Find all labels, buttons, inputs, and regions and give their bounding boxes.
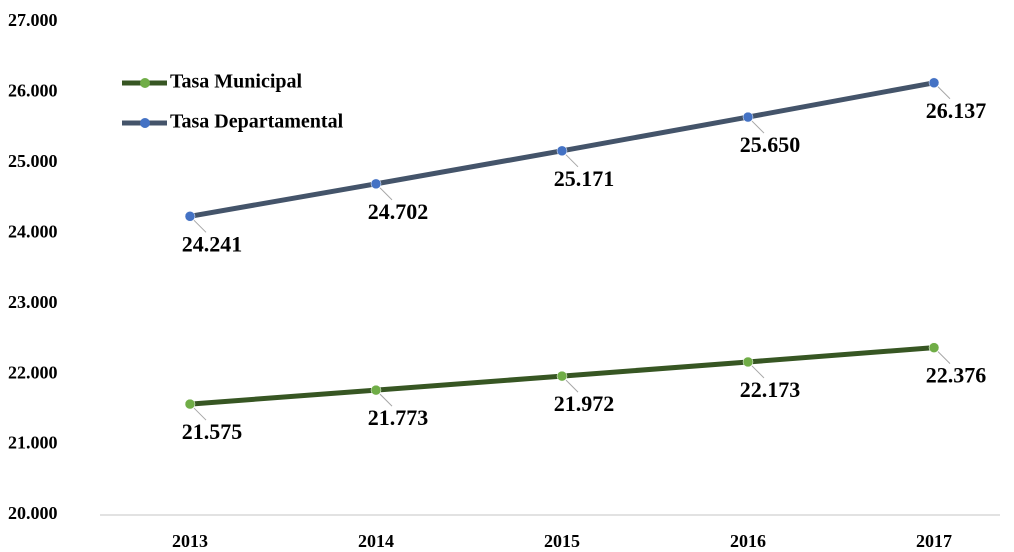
y-tick-label: 26.000 xyxy=(8,81,58,101)
y-tick-label: 21.000 xyxy=(8,433,58,453)
marker xyxy=(184,398,196,410)
leader-line xyxy=(937,86,951,100)
x-tick-label: 2014 xyxy=(358,531,394,551)
marker xyxy=(556,370,568,382)
data-label: 22.376 xyxy=(926,363,987,388)
leader-line xyxy=(379,187,393,201)
marker xyxy=(370,178,382,190)
leader-line xyxy=(193,219,207,233)
leader-line xyxy=(565,154,579,168)
leader-line xyxy=(565,379,579,393)
data-label: 26.137 xyxy=(926,98,987,123)
leader-line xyxy=(937,351,951,365)
y-tick-label: 27.000 xyxy=(8,10,58,30)
marker xyxy=(184,211,196,222)
legend-label: Tasa Departamental xyxy=(170,111,344,133)
data-label: 24.241 xyxy=(182,231,243,256)
x-tick-label: 2015 xyxy=(544,531,580,551)
marker xyxy=(742,111,754,123)
data-label: 21.773 xyxy=(368,405,429,430)
data-label: 21.575 xyxy=(182,419,243,444)
legend-marker xyxy=(140,78,150,88)
data-label: 25.171 xyxy=(554,166,615,191)
marker xyxy=(742,356,754,368)
marker xyxy=(556,145,568,157)
marker xyxy=(928,77,940,89)
marker xyxy=(370,384,382,396)
legend-label: Tasa Municipal xyxy=(170,71,303,93)
y-tick-label: 23.000 xyxy=(8,292,58,312)
data-label: 25.650 xyxy=(740,132,801,157)
leader-line xyxy=(751,365,765,379)
leader-line xyxy=(751,120,765,134)
marker xyxy=(928,342,940,353)
legend-marker xyxy=(140,118,150,128)
x-tick-label: 2017 xyxy=(916,531,952,551)
y-tick-label: 24.000 xyxy=(8,221,58,241)
y-tick-label: 22.000 xyxy=(8,362,58,382)
leader-line xyxy=(193,407,207,421)
leader-line xyxy=(379,393,393,407)
y-tick-label: 20.000 xyxy=(8,503,58,523)
x-tick-label: 2016 xyxy=(730,531,766,551)
data-label: 21.972 xyxy=(554,391,615,416)
y-tick-label: 25.000 xyxy=(8,151,58,171)
data-label: 24.702 xyxy=(368,199,429,224)
x-tick-label: 2013 xyxy=(172,531,208,551)
data-label: 22.173 xyxy=(740,377,801,402)
